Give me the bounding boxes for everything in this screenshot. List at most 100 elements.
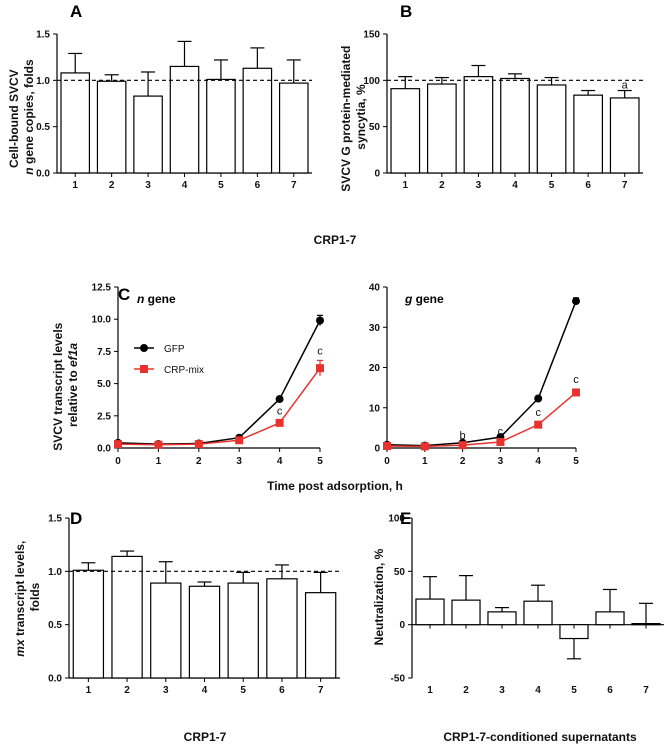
panel-c-g-series-1-line bbox=[386, 391, 577, 448]
panel-c-g-xtick-label-4: 4 bbox=[535, 456, 541, 467]
panel-e-xlabel: CRP1-7-conditioned supernatants bbox=[443, 730, 637, 744]
panel-a-bar-4 bbox=[169, 65, 200, 174]
panel-letter-b: B bbox=[400, 2, 412, 21]
panel-e-xtick-label-7: 7 bbox=[643, 685, 649, 696]
panel-c-n-series-1-point-1 bbox=[154, 440, 163, 449]
panel-c-n-ytick-label-0: 0.0 bbox=[97, 444, 111, 455]
legend-gfp-label: GFP bbox=[164, 344, 185, 355]
panel-e-bar-1 bbox=[415, 598, 445, 626]
panel-c-g-series-0-point-4 bbox=[534, 394, 543, 403]
panel-d-xtick-label-5: 5 bbox=[240, 685, 246, 696]
panel-a-xtick-label-5: 5 bbox=[218, 180, 224, 191]
panel-e-xtick-label-6: 6 bbox=[607, 685, 613, 696]
panel-a-ytick-label-2: 1.0 bbox=[36, 76, 50, 87]
panel-e-bar-6 bbox=[595, 611, 625, 626]
panel-b-xtick-label-5: 5 bbox=[549, 180, 555, 191]
panel-c-right-subtitle: g gene bbox=[404, 292, 444, 306]
panel-c-g-ytick-label-2: 20 bbox=[369, 363, 381, 374]
panel-c-ylabel-gene: ef1a bbox=[66, 343, 80, 367]
panel-a-xtick-label-1: 1 bbox=[72, 180, 78, 191]
panel-a-bar-6 bbox=[242, 67, 273, 174]
panel-b-xtick-label-7: 7 bbox=[622, 180, 628, 191]
panel-b-ylabel-line2: syncytia, % bbox=[354, 84, 368, 150]
panel-b-ytick-label-2: 100 bbox=[363, 76, 380, 87]
panel-c-n-ytick-label-4: 10.0 bbox=[92, 315, 112, 326]
panel-e-ytick-label-1: 0 bbox=[399, 620, 405, 631]
panel-c-g-annotation-2: b bbox=[460, 430, 466, 442]
panel-c-n-xtick-label-0: 0 bbox=[115, 456, 121, 467]
panel-d-bar-5 bbox=[227, 582, 259, 679]
panel-c-g-series-1-point-1 bbox=[420, 442, 429, 451]
panel-letter-e: E bbox=[400, 509, 411, 528]
panel-c-g-xtick-label-0: 0 bbox=[384, 456, 390, 467]
panel-b-xtick-label-2: 2 bbox=[439, 180, 445, 191]
panel-d-ytick-label-0: 0.0 bbox=[48, 674, 62, 685]
panel-d-bar-6 bbox=[266, 578, 298, 679]
panel-c-g-ytick-label-1: 10 bbox=[369, 403, 381, 414]
panel-c-n-series-1-point-2 bbox=[194, 440, 203, 449]
panel-c-n-series-1-point-0 bbox=[114, 440, 122, 449]
panel-c-g-xtick-label-1: 1 bbox=[422, 456, 428, 467]
panel-d-xtick-label-2: 2 bbox=[124, 685, 130, 696]
panel-d-ytick-label-2: 1.0 bbox=[48, 567, 62, 578]
panel-d-bar-1 bbox=[72, 569, 105, 679]
g-gene-italic: g bbox=[404, 292, 413, 306]
n-gene-text: gene bbox=[144, 292, 176, 306]
legend-crp-marker bbox=[140, 365, 148, 373]
panel-a-ylabel-line1: Cell-bound SVCV bbox=[7, 69, 21, 168]
panel-c-n-annotation-4: c bbox=[277, 405, 283, 417]
panel-d-xlabel: CRP1-7 bbox=[184, 730, 227, 744]
panel-c-n-ytick-label-1: 2.5 bbox=[97, 411, 111, 422]
panel-c-n-series-1-point-4 bbox=[275, 418, 284, 427]
panel-d-bar-7 bbox=[304, 592, 337, 679]
panel-c-g-annotation-4: c bbox=[535, 407, 541, 419]
panel-d-ylabel-gene: mx bbox=[13, 638, 27, 657]
panel-c-legend: GFP CRP-mix bbox=[134, 344, 204, 376]
n-gene-italic: n bbox=[137, 292, 144, 306]
panel-e-bar-4 bbox=[523, 600, 553, 626]
panel-b-bar-6 bbox=[573, 94, 604, 174]
panel-letter-d: D bbox=[70, 509, 82, 528]
panel-b-ytick-label-3: 150 bbox=[363, 30, 380, 41]
panel-c-ylabel: SVCV transcript levels relative to ef1a bbox=[51, 319, 80, 450]
panel-e-ytick-label-3: 100 bbox=[388, 514, 405, 525]
panel-c-g-ytick-label-0: 0 bbox=[374, 444, 380, 455]
panel-d-xtick-label-4: 4 bbox=[202, 685, 208, 696]
panel-e-bar-3 bbox=[487, 611, 517, 626]
panel-b-bar-5 bbox=[536, 84, 567, 174]
panel-a-ylabel-gene: n bbox=[22, 167, 36, 174]
panel-a-bar-1 bbox=[60, 72, 91, 174]
panel-a-bar-5 bbox=[206, 78, 236, 174]
panel-d-bar-4 bbox=[188, 585, 221, 679]
panel-e-xtick-label-5: 5 bbox=[571, 685, 577, 696]
panel-c-g-series-0-point-5 bbox=[572, 297, 580, 306]
panel-a-ytick-label-3: 1.5 bbox=[36, 30, 50, 41]
panel-b-xtick-label-4: 4 bbox=[512, 180, 518, 191]
panel-d-xtick-label-7: 7 bbox=[318, 685, 324, 696]
panel-b-ytick-label-0: 0 bbox=[374, 169, 380, 180]
panel-d-ylabel-line2: folds bbox=[28, 582, 42, 611]
panel-a-xtick-label-2: 2 bbox=[109, 180, 115, 191]
panel-b-annotation-7: a bbox=[622, 80, 629, 92]
panel-c-g-xtick-label-3: 3 bbox=[498, 456, 504, 467]
panel-c-n-xtick-label-5: 5 bbox=[317, 456, 323, 467]
panel-b-ytick-label-1: 50 bbox=[369, 122, 381, 133]
panel-c-n-xtick-label-2: 2 bbox=[196, 456, 202, 467]
panel-c-xlabel: Time post adsorption, h bbox=[267, 479, 403, 493]
panel-letter-c: C bbox=[118, 285, 130, 304]
panel-b-xtick-label-6: 6 bbox=[585, 180, 591, 191]
panel-d-xtick-label-6: 6 bbox=[279, 685, 285, 696]
panel-c-left-subtitle: n gene bbox=[137, 292, 176, 306]
panel-c-n-ytick-label-5: 12.5 bbox=[92, 283, 112, 294]
panel-a-ytick-label-1: 0.5 bbox=[36, 122, 50, 133]
panel-e-bar-7 bbox=[631, 622, 661, 626]
panel-d-ytick-label-3: 1.5 bbox=[48, 514, 62, 525]
panel-c-g-series-1-point-5 bbox=[572, 388, 580, 397]
panel-a-ylabel: Cell-bound SVCV n gene copies, folds bbox=[7, 59, 36, 175]
panel-c-g-series-1-point-4 bbox=[534, 420, 543, 429]
panel-d-bar-3 bbox=[150, 582, 182, 679]
panel-b-bar-7 bbox=[609, 97, 640, 174]
panel-c-g-xtick-label-2: 2 bbox=[460, 456, 466, 467]
panel-b-xtick-label-3: 3 bbox=[476, 180, 482, 191]
